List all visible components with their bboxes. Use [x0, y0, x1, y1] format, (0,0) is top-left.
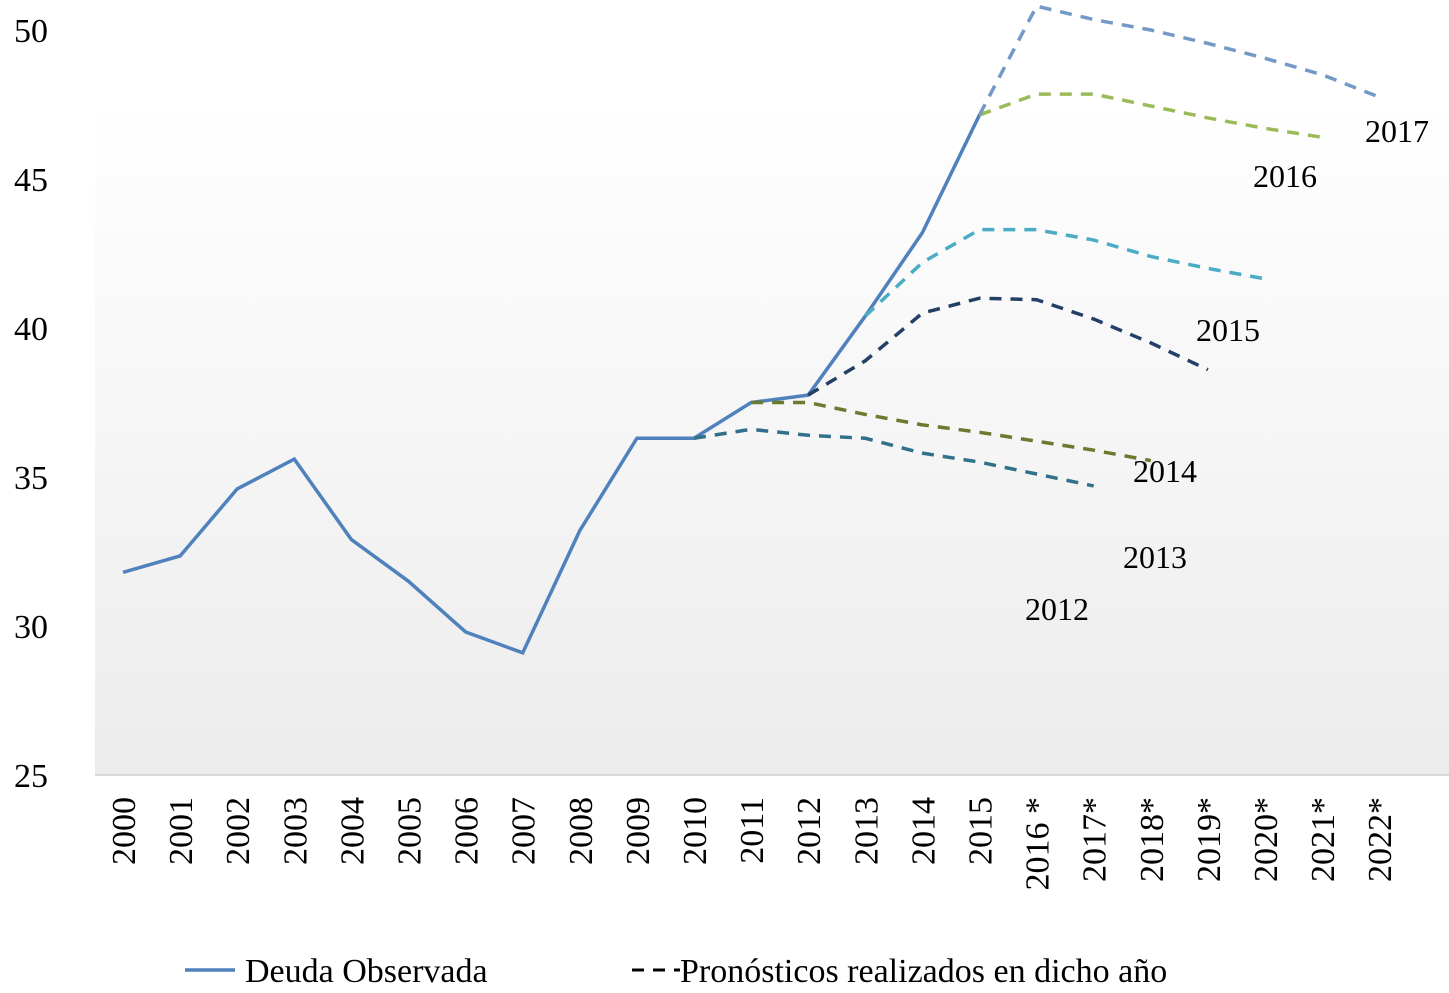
x-tick-label: 2020* [1248, 797, 1285, 882]
x-tick-label: 2014 [905, 797, 942, 865]
x-tick-label: 2013 [848, 797, 885, 865]
annotation: 2014 [1133, 453, 1197, 489]
x-tick-label: 2021* [1305, 797, 1342, 882]
x-tick-label: 2022* [1362, 797, 1399, 882]
x-tick-label: 2017* [1077, 797, 1114, 882]
x-tick-label: 2018* [1134, 797, 1171, 882]
x-tick-label: 2009 [620, 797, 657, 865]
x-tick-label: 2015 [963, 797, 1000, 865]
x-tick-label: 2008 [563, 797, 600, 865]
x-tick-label: 2002 [220, 797, 257, 865]
x-tick-label: 2019* [1191, 797, 1228, 882]
legend-label: Deuda Observada [245, 953, 488, 988]
series-line [693, 427, 1095, 488]
series-line [122, 114, 982, 656]
y-tick-label: 25 [14, 758, 48, 795]
x-tick-label: 2001 [163, 797, 200, 865]
x-tick-label: 2010 [677, 797, 714, 865]
x-tick-label: 2005 [392, 797, 429, 865]
x-tick-label: 2003 [277, 797, 314, 865]
x-tick-label: 2007 [506, 797, 543, 865]
legend-label: Pronósticos realizados en dicho año [680, 953, 1167, 988]
series-line [807, 296, 1209, 397]
x-tick-label: 2006 [449, 797, 486, 865]
y-tick-label: 35 [14, 460, 48, 497]
annotation: 2012 [1025, 591, 1089, 627]
annotation: 2015 [1196, 312, 1260, 348]
y-tick-label: 30 [14, 609, 48, 646]
annotation: 2016 [1253, 158, 1317, 194]
x-tick-label: 2000 [106, 797, 143, 865]
series-line [751, 400, 1152, 463]
x-tick-label: 2016 * [1020, 797, 1057, 891]
y-tick-label: 45 [14, 162, 48, 199]
plot-background [95, 100, 1449, 775]
y-tick-label: 50 [14, 13, 48, 50]
y-tick-label: 40 [14, 311, 48, 348]
annotation: 2013 [1123, 539, 1187, 575]
series-line [977, 4, 1380, 116]
series-line [864, 227, 1266, 318]
x-tick-label: 2011 [734, 797, 771, 864]
series-line [978, 92, 1323, 140]
annotation: 2017 [1365, 113, 1429, 149]
x-tick-label: 2004 [334, 797, 371, 865]
x-tick-label: 2012 [791, 797, 828, 865]
